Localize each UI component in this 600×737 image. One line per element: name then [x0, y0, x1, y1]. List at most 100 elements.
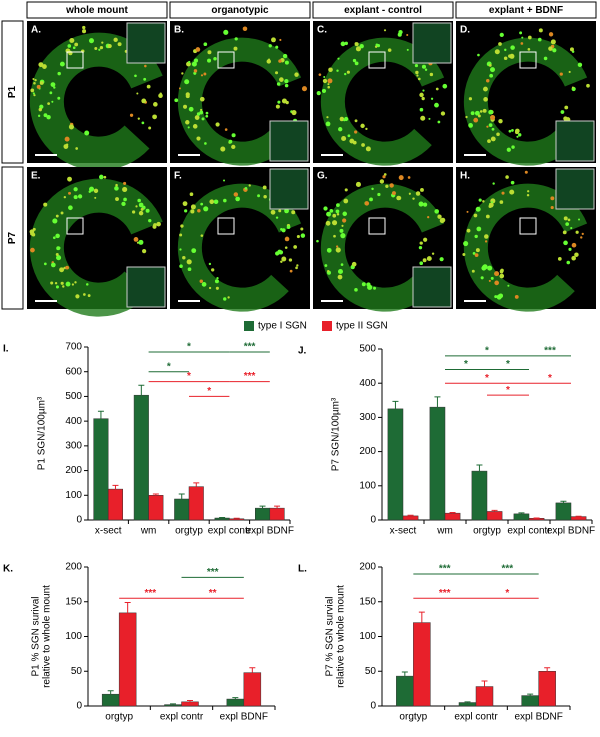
cell [180, 224, 184, 228]
cell [73, 195, 78, 200]
bar [387, 408, 404, 521]
significance-label: * [207, 386, 211, 397]
error-bar [249, 667, 256, 673]
significance-label: * [506, 359, 510, 370]
inset [126, 22, 166, 64]
cell [203, 72, 207, 76]
cell [47, 102, 51, 106]
cell [344, 188, 348, 192]
cell [42, 64, 47, 69]
cell [282, 53, 288, 59]
cell [182, 256, 186, 260]
legend-label: type I SGN [258, 321, 307, 332]
cell [257, 194, 261, 198]
significance-label: * [485, 345, 489, 356]
bar [538, 671, 556, 707]
row-header: P1 [7, 85, 18, 98]
cell [429, 72, 434, 77]
cell [231, 144, 236, 150]
cell [337, 57, 340, 60]
significance-label: *** [439, 564, 451, 575]
error-bar [187, 699, 193, 702]
cell [527, 35, 532, 40]
row-header-box [1, 166, 24, 310]
cell [278, 250, 284, 255]
cell [473, 117, 479, 123]
cell [389, 183, 394, 188]
cell [341, 224, 344, 227]
error-bar [418, 611, 425, 623]
cell [98, 48, 101, 51]
error-bar [259, 505, 266, 509]
cell [563, 216, 568, 221]
cell [571, 86, 574, 89]
cell [498, 42, 502, 46]
cell [324, 264, 328, 268]
cell [244, 187, 248, 190]
cell [65, 265, 70, 270]
y-tick-label: 400 [65, 416, 82, 427]
cell [471, 269, 475, 273]
x-tick-label: orgtyp [105, 712, 133, 723]
cell [49, 91, 53, 95]
cell [197, 209, 201, 213]
cell [562, 230, 567, 235]
cell [281, 256, 287, 262]
cell [275, 104, 280, 109]
cell [499, 32, 504, 38]
cell [485, 214, 490, 219]
cell [361, 143, 365, 147]
cell [346, 70, 350, 74]
cell [327, 85, 330, 89]
cell [263, 194, 267, 199]
cell [419, 107, 424, 112]
cell [477, 114, 481, 118]
y-tick-label: 500 [359, 344, 376, 355]
y-tick-label: 0 [370, 515, 376, 526]
cell [296, 264, 299, 267]
cell [135, 205, 138, 208]
cell [488, 109, 494, 115]
cell [213, 199, 219, 205]
cell [431, 252, 435, 255]
error-bar [434, 396, 441, 408]
cell [224, 128, 228, 131]
error-bar [491, 509, 498, 512]
cell [84, 130, 90, 136]
cell [487, 139, 491, 144]
inset-marker [66, 51, 84, 69]
cell [43, 113, 48, 118]
bar [107, 488, 123, 521]
cell [179, 264, 183, 268]
cell [63, 144, 69, 149]
bar [93, 418, 109, 521]
y-axis-label: relative to whole mount [336, 585, 347, 688]
x-tick-label: expl BDNF [547, 526, 595, 537]
panel-letter: A. [31, 25, 41, 36]
bar [243, 672, 262, 707]
cell [505, 175, 509, 179]
cell [422, 202, 428, 207]
cell [351, 261, 357, 267]
legend-swatch [322, 321, 332, 331]
x-tick-label: expl BDNF [246, 526, 294, 537]
cell [144, 64, 147, 68]
cell [385, 184, 389, 188]
cell [278, 209, 282, 213]
cell [284, 60, 289, 65]
panel-letter: B. [174, 25, 184, 36]
inset [412, 266, 452, 308]
cell [340, 233, 346, 239]
cell [188, 106, 194, 112]
cell [494, 49, 500, 55]
cell [289, 269, 293, 273]
cell [270, 209, 276, 215]
x-tick-label: wm [436, 526, 453, 537]
cell [68, 205, 73, 211]
cell [195, 47, 201, 52]
cell [548, 46, 553, 51]
cell [200, 202, 204, 206]
cell [355, 46, 361, 52]
cell [279, 38, 282, 42]
cell [500, 268, 504, 273]
